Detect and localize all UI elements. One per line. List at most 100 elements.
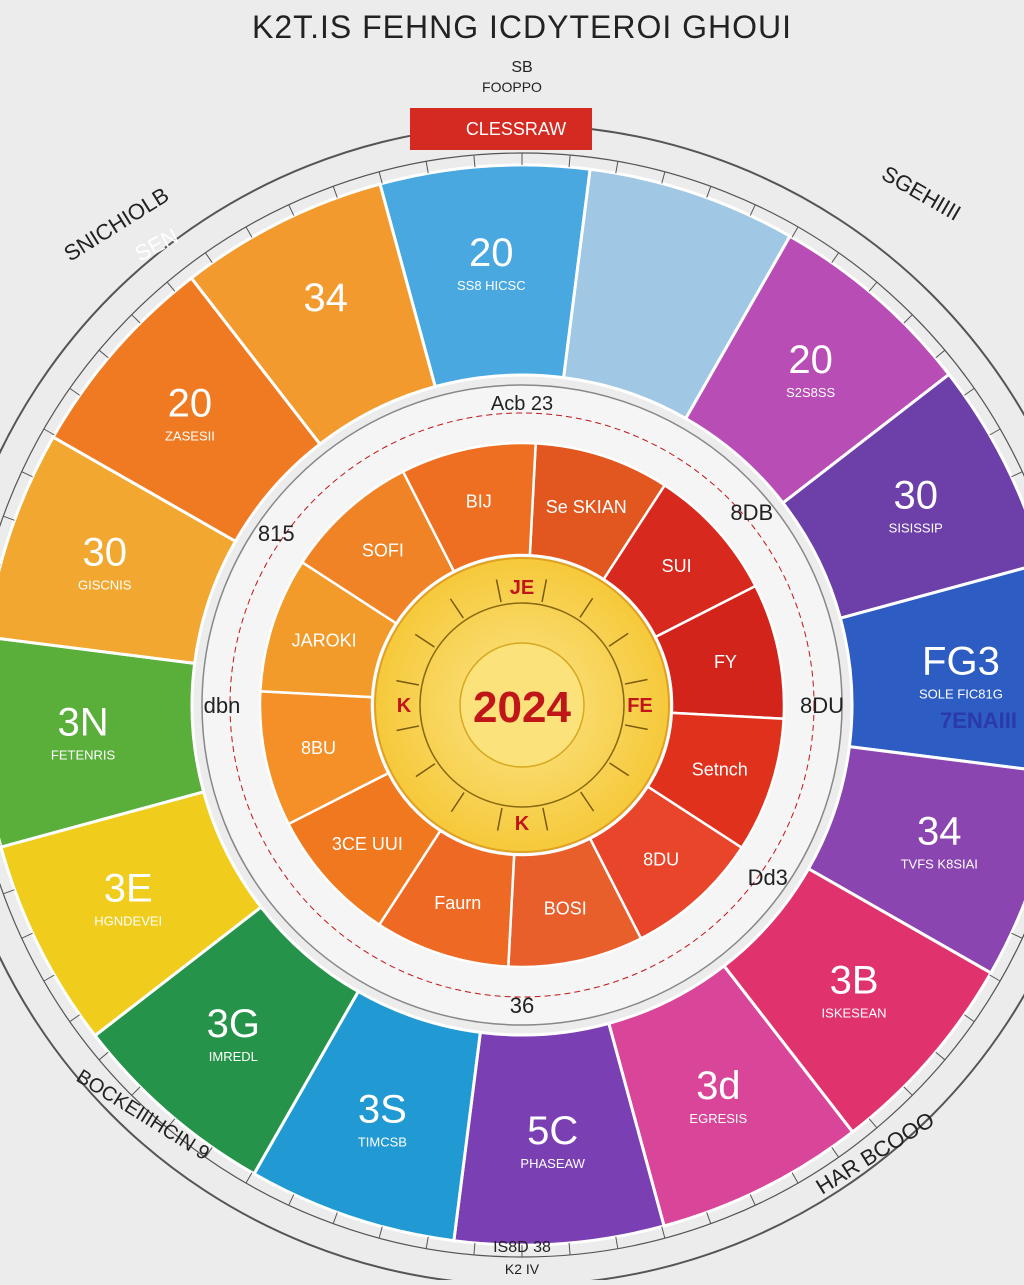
- center-year: 2024: [473, 683, 571, 732]
- outer-segment-label: SISISSIP: [889, 521, 943, 536]
- outer-segment-label: SOLE FIC81G: [919, 686, 1003, 701]
- outer-segment-label: TIMCSB: [358, 1134, 407, 1149]
- middle-segment-label: Setnch: [692, 759, 748, 779]
- outer-segment-number: 5C: [527, 1109, 578, 1153]
- outer-tick: [132, 315, 140, 323]
- top-mark-1: SB: [511, 59, 532, 76]
- top-band-label: CLESSRAW: [466, 119, 566, 139]
- outer-tick: [333, 1212, 337, 1223]
- outer-tick: [70, 1015, 80, 1022]
- page-title: K2T.IS FEHNG ICDYTEROI GHOUI: [252, 9, 792, 45]
- middle-segment-label: Se SKIAN: [546, 497, 627, 517]
- outer-tick: [750, 205, 755, 216]
- outer-tick: [379, 172, 382, 184]
- middle-ring-top-label: Acb 23: [491, 393, 553, 415]
- middle-segment-label: FY: [714, 652, 737, 672]
- outer-tick: [3, 890, 14, 894]
- outer-tick: [99, 1052, 108, 1060]
- outer-tick: [869, 1119, 877, 1128]
- outer-tick: [936, 350, 945, 358]
- outer-segment-label: ISKESEAN: [822, 1006, 887, 1021]
- ring-glyph: Dd3: [748, 865, 788, 890]
- outer-tick: [246, 1173, 252, 1183]
- outer-tick: [426, 1237, 428, 1249]
- outer-segment-label: IMREDL: [209, 1049, 258, 1064]
- outer-tick: [662, 172, 665, 184]
- outer-segment-number: 34: [303, 276, 348, 320]
- outer-tick: [750, 1194, 755, 1205]
- outer-tick: [426, 161, 428, 173]
- outer-tick: [904, 1087, 912, 1095]
- outer-segment-number: 30: [894, 474, 939, 518]
- outer-segment-number: 30: [82, 530, 127, 574]
- outer-tick: [44, 429, 54, 435]
- ring-glyph: 8DB: [730, 500, 773, 525]
- center-glyph: K: [397, 695, 412, 717]
- outer-segment-number: FG3: [922, 639, 1000, 683]
- outer-tick: [99, 350, 108, 358]
- outer-segment-label: FETENRIS: [51, 748, 116, 763]
- outer-tick: [964, 388, 974, 395]
- outer-segment-number: 3B: [830, 959, 879, 1003]
- outer-segment-label: TVFS K8SIAI: [901, 857, 978, 872]
- outer-tick: [662, 1227, 665, 1239]
- outer-tick: [707, 186, 711, 197]
- middle-segment-label: BIJ: [466, 492, 492, 512]
- outer-tick: [616, 161, 618, 173]
- middle-segment-label: SUI: [662, 556, 692, 576]
- middle-segment-label: 8BU: [301, 738, 336, 758]
- outer-segment-label: GISCNIS: [78, 577, 132, 592]
- middle-segment-label: SOFI: [362, 540, 404, 560]
- outer-tick: [205, 253, 212, 263]
- outer-segment-label: S2S8SS: [786, 385, 835, 400]
- outer-segment-label: ZASESII: [165, 428, 215, 443]
- outer-tick: [616, 1237, 618, 1249]
- outer-tick: [132, 1087, 140, 1095]
- outer-tick: [289, 1194, 294, 1205]
- outer-tick: [167, 282, 175, 291]
- top-mark-2: FOOPPO: [482, 79, 542, 95]
- outer-tick: [904, 315, 912, 323]
- outer-segment-number: 34: [917, 810, 962, 854]
- middle-segment-label: 3CE UUI: [332, 834, 403, 854]
- outer-segment-label: EGRESIS: [689, 1111, 747, 1126]
- outer-segment-number: 20: [788, 338, 833, 382]
- outer-segment-number: 3E: [104, 866, 153, 910]
- outer-tick: [832, 253, 839, 263]
- side-label-right: 7ENAIII: [940, 708, 1017, 733]
- ring-glyph: 36: [510, 993, 534, 1018]
- outer-segment-number: 3N: [58, 701, 109, 745]
- outer-tick: [3, 516, 14, 520]
- outer-tick: [936, 1052, 945, 1060]
- outer-tick: [474, 1243, 475, 1255]
- outer-tick: [22, 472, 33, 477]
- outer-tick: [990, 975, 1000, 981]
- outer-segment-label: PHASEAW: [520, 1156, 585, 1171]
- outer-tick: [44, 975, 54, 981]
- outer-segment-number: 20: [168, 381, 213, 425]
- outer-tick: [70, 388, 80, 395]
- ring-glyph: dbn: [204, 693, 241, 718]
- outer-tick: [1011, 472, 1022, 477]
- outer-segment-number: 20: [469, 231, 514, 275]
- middle-segment-label: BOSI: [544, 898, 587, 918]
- outer-tick: [964, 1015, 974, 1022]
- bottom-mark-1: IS8D 38: [493, 1239, 551, 1256]
- outer-tick: [1011, 933, 1022, 938]
- middle-segment-label: JAROKI: [292, 631, 357, 651]
- outer-tick: [792, 227, 798, 237]
- outer-segment-label: SS8 HICSC: [457, 278, 526, 293]
- outer-tick: [707, 1212, 711, 1223]
- corner-label-top-right: SGEHIIII: [878, 161, 966, 226]
- outer-segment-label: HGNDEVEI: [94, 913, 162, 928]
- outer-tick: [379, 1227, 382, 1239]
- center-glyph: JE: [510, 577, 534, 599]
- bottom-mark-2: K2 IV: [505, 1261, 540, 1277]
- outer-tick: [246, 227, 252, 237]
- outer-tick: [474, 155, 475, 167]
- outer-segment-number: 3d: [696, 1064, 741, 1108]
- outer-tick: [832, 1147, 839, 1157]
- outer-segment-number: 3S: [358, 1087, 407, 1131]
- outer-tick: [792, 1173, 798, 1183]
